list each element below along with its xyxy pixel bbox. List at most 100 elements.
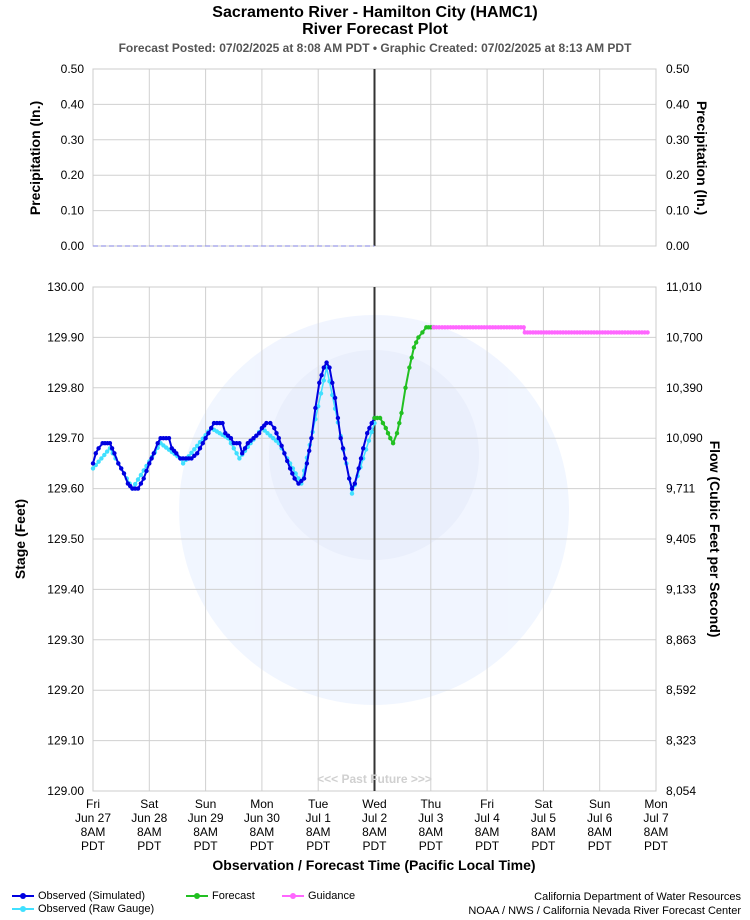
data-point <box>349 486 355 491</box>
x-tick-line: Jul 4 <box>474 811 500 825</box>
data-point <box>292 476 297 481</box>
data-point <box>276 436 281 441</box>
data-point <box>411 345 417 350</box>
data-point <box>645 330 650 335</box>
data-point <box>383 425 388 431</box>
x-tick-line: Jul 7 <box>643 811 669 825</box>
data-point <box>93 451 99 456</box>
data-point <box>282 451 287 456</box>
data-point <box>112 451 117 456</box>
data-point <box>104 449 110 454</box>
precip-tick-left: 0.20 <box>61 168 85 182</box>
data-point <box>268 420 273 426</box>
x-tick-line: Jun 27 <box>75 811 111 825</box>
x-tick-label: Fri Jul 4 8AM PDT <box>474 797 500 853</box>
x-tick-label: Thu Jul 3 8AM PDT <box>418 797 444 853</box>
precip-ylabel-right: Precipitation (In.) <box>694 101 710 215</box>
data-point <box>265 431 270 436</box>
x-tick-line: PDT <box>475 839 500 853</box>
credit-noaa: NOAA / NWS / California Nevada River For… <box>468 905 741 917</box>
x-tick-line: Fri <box>86 797 100 811</box>
legend-observed-simulated: Observed (Simulated) <box>12 890 145 902</box>
series-guidance <box>431 325 650 335</box>
data-point <box>349 491 355 496</box>
flow-tick-right: 8,592 <box>666 683 696 697</box>
data-point <box>369 420 374 426</box>
x-tick-line: Thu <box>420 797 441 811</box>
data-point <box>166 436 172 441</box>
data-point <box>119 466 124 471</box>
data-point <box>304 461 310 466</box>
data-point <box>356 466 361 471</box>
x-tick-label: Mon Jul 7 8AM PDT <box>643 797 669 853</box>
x-tick-line: Jul 1 <box>306 811 332 825</box>
data-point <box>262 428 267 433</box>
data-point <box>109 446 115 451</box>
x-tick-line: PDT <box>363 839 388 853</box>
data-point <box>361 446 366 451</box>
data-point <box>251 436 256 441</box>
data-point <box>521 325 526 330</box>
data-point <box>330 380 335 385</box>
chart-title: Sacramento River - Hamilton City (HAMC1) <box>212 4 538 21</box>
x-tick-line: 8AM <box>418 825 443 839</box>
data-point <box>313 405 318 411</box>
x-tick-line: Jul 6 <box>587 811 613 825</box>
x-tick-label: Sun Jul 6 8AM PDT <box>587 797 613 853</box>
data-point <box>189 456 194 461</box>
data-point <box>399 410 404 416</box>
stage-ticks: 130.00 11,010 129.90 10,700 129.80 10,390 129.… <box>47 280 703 798</box>
x-tick-line: Fri <box>480 797 494 811</box>
data-point <box>180 461 186 466</box>
x-tick-line: Sun <box>589 797 610 811</box>
x-tick-line: PDT <box>306 839 331 853</box>
x-tick-label: Mon Jun 30 8AM PDT <box>244 797 280 853</box>
data-point <box>264 420 269 426</box>
data-point <box>309 436 314 441</box>
stage-tick-left: 129.90 <box>47 330 84 344</box>
precip-tick-left: 0.00 <box>61 239 85 253</box>
x-tick-line: Jun 30 <box>244 811 280 825</box>
legend-observed-raw: Observed (Raw Gauge) <box>12 903 154 915</box>
x-tick-line: PDT <box>531 839 556 853</box>
data-point <box>385 431 391 436</box>
data-point <box>301 476 307 481</box>
x-tick-line: 8AM <box>306 825 331 839</box>
data-point <box>272 425 277 431</box>
flow-tick-right: 10,700 <box>666 330 703 344</box>
data-point <box>256 431 262 436</box>
data-point <box>403 385 408 390</box>
data-point <box>234 451 239 456</box>
data-point <box>319 373 324 378</box>
x-tick-line: 8AM <box>137 825 162 839</box>
flow-tick-right: 9,133 <box>666 582 696 596</box>
data-point <box>321 365 326 370</box>
data-point <box>296 481 301 486</box>
data-point <box>174 451 179 456</box>
x-tick-label: Fri Jun 27 8AM PDT <box>75 797 111 853</box>
data-point <box>377 415 383 421</box>
legend-swatch <box>12 906 34 913</box>
data-point <box>96 459 101 464</box>
data-point <box>144 468 149 474</box>
precip-ylabel-left: Precipitation (In.) <box>27 101 43 215</box>
x-tick-line: PDT <box>419 839 444 853</box>
x-tick-label: Sat Jul 5 8AM PDT <box>531 797 557 853</box>
data-point <box>290 471 295 476</box>
x-tick-line: 8AM <box>644 825 669 839</box>
data-point <box>195 451 200 456</box>
posted-info: Forecast Posted: 07/02/2025 at 8:08 AM P… <box>118 41 632 55</box>
data-point <box>327 365 332 370</box>
data-point <box>347 476 352 481</box>
x-tick-line: PDT <box>81 839 106 853</box>
stage-tick-left: 129.80 <box>47 381 84 395</box>
data-point <box>138 472 144 478</box>
data-point <box>293 471 298 476</box>
x-tick-line: 8AM <box>250 825 275 839</box>
data-point <box>414 340 419 345</box>
data-point <box>285 458 290 464</box>
credits: California Department of Water Resources… <box>468 890 741 918</box>
data-point <box>90 461 96 466</box>
